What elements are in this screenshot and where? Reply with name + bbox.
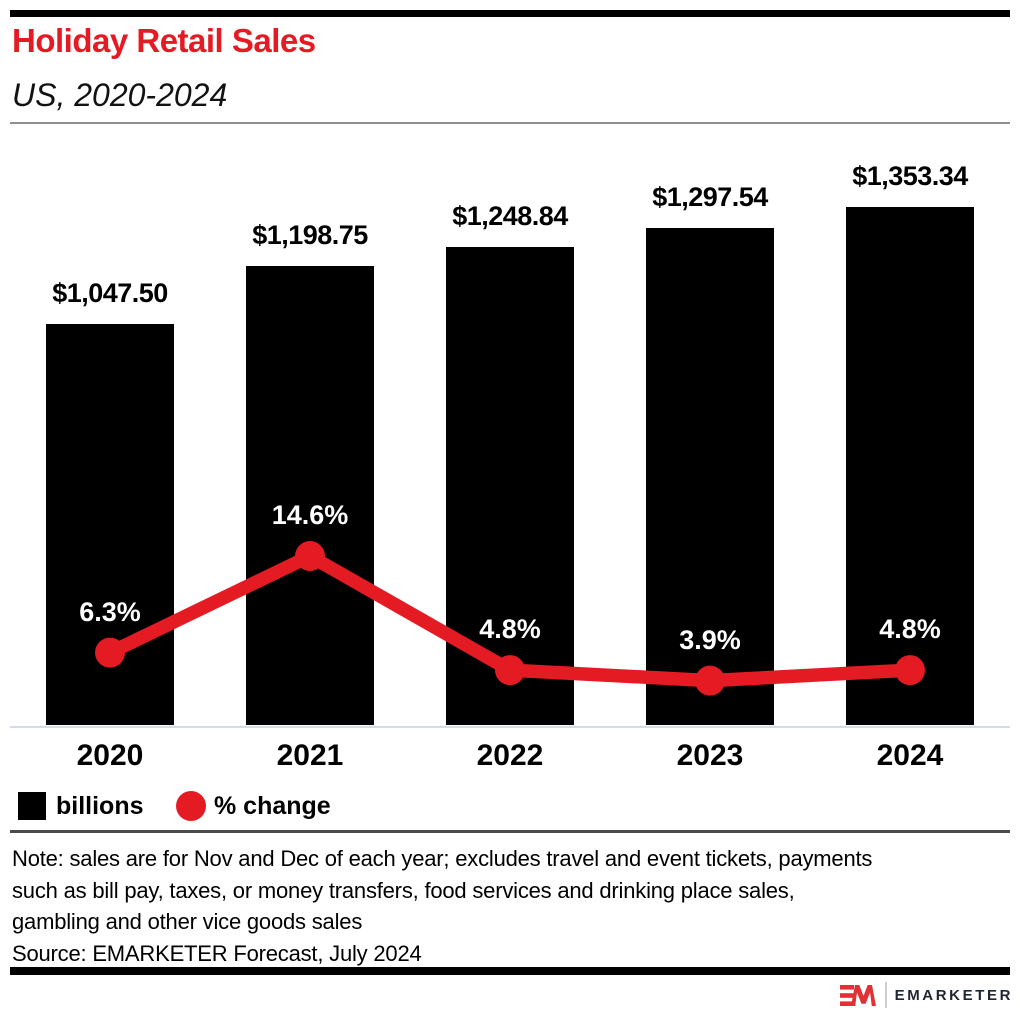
logo-divider: [884, 982, 887, 1008]
pct-change-point: [95, 637, 125, 668]
pct-change-label: 4.8%: [479, 614, 541, 645]
bar-value-label: $1,248.84: [452, 200, 568, 231]
pct-change-point: [295, 541, 325, 572]
bar-2021: [246, 266, 374, 725]
pct-change-point: [695, 665, 725, 696]
legend-bar-label: billions: [56, 792, 144, 820]
page-title: Holiday Retail Sales: [12, 22, 316, 59]
pct-change-label: 3.9%: [679, 624, 741, 655]
note-line-2: such as bill pay, taxes, or money transf…: [12, 877, 795, 903]
x-axis-label-2020: 2020: [76, 739, 144, 772]
note-text: Note: sales are for Nov and Dec of each …: [12, 843, 1012, 969]
note-line-1: Note: sales are for Nov and Dec of each …: [12, 846, 873, 871]
x-axis-label-2022: 2022: [476, 739, 544, 772]
top-accent-bar: [10, 10, 1010, 17]
x-axis-label-2021: 2021: [276, 739, 344, 772]
note-divider: [10, 830, 1010, 833]
bar-value-label: $1,198.75: [252, 220, 368, 251]
bar-value-label: $1,297.54: [652, 182, 768, 213]
x-axis-line: [10, 726, 1010, 728]
bar-value-label: $1,047.50: [52, 278, 168, 309]
brand-wordmark: EMARKETER: [894, 986, 1013, 1004]
page-subtitle: US, 2020-2024: [12, 77, 228, 113]
x-axis-label-2024: 2024: [876, 739, 944, 772]
bar-2022: [446, 246, 574, 725]
pct-change-label: 14.6%: [271, 500, 349, 531]
pct-change-label: 4.8%: [879, 614, 941, 645]
pct-change-point: [495, 655, 525, 686]
legend-line-swatch: [176, 791, 206, 821]
emarketer-em-icon: [839, 984, 876, 1006]
bar-value-label: $1,353.34: [852, 160, 968, 191]
bottom-accent-bar: [10, 967, 1010, 975]
brand-logo: EMARKETER: [839, 979, 1013, 1011]
legend-line-label: % change: [214, 792, 331, 820]
pct-change-label: 6.3%: [79, 596, 141, 627]
bar-2020: [46, 324, 174, 725]
x-axis-label-2023: 2023: [676, 739, 744, 772]
note-line-3: gambling and other vice goods sales: [12, 909, 363, 934]
legend-bar-swatch: [18, 792, 46, 820]
bar-2023: [646, 228, 774, 725]
pct-change-point: [895, 655, 925, 686]
bar-2024: [846, 206, 974, 725]
header-divider: [10, 122, 1010, 124]
source-text: Source: EMARKETER Forecast, July 2024: [12, 940, 422, 966]
